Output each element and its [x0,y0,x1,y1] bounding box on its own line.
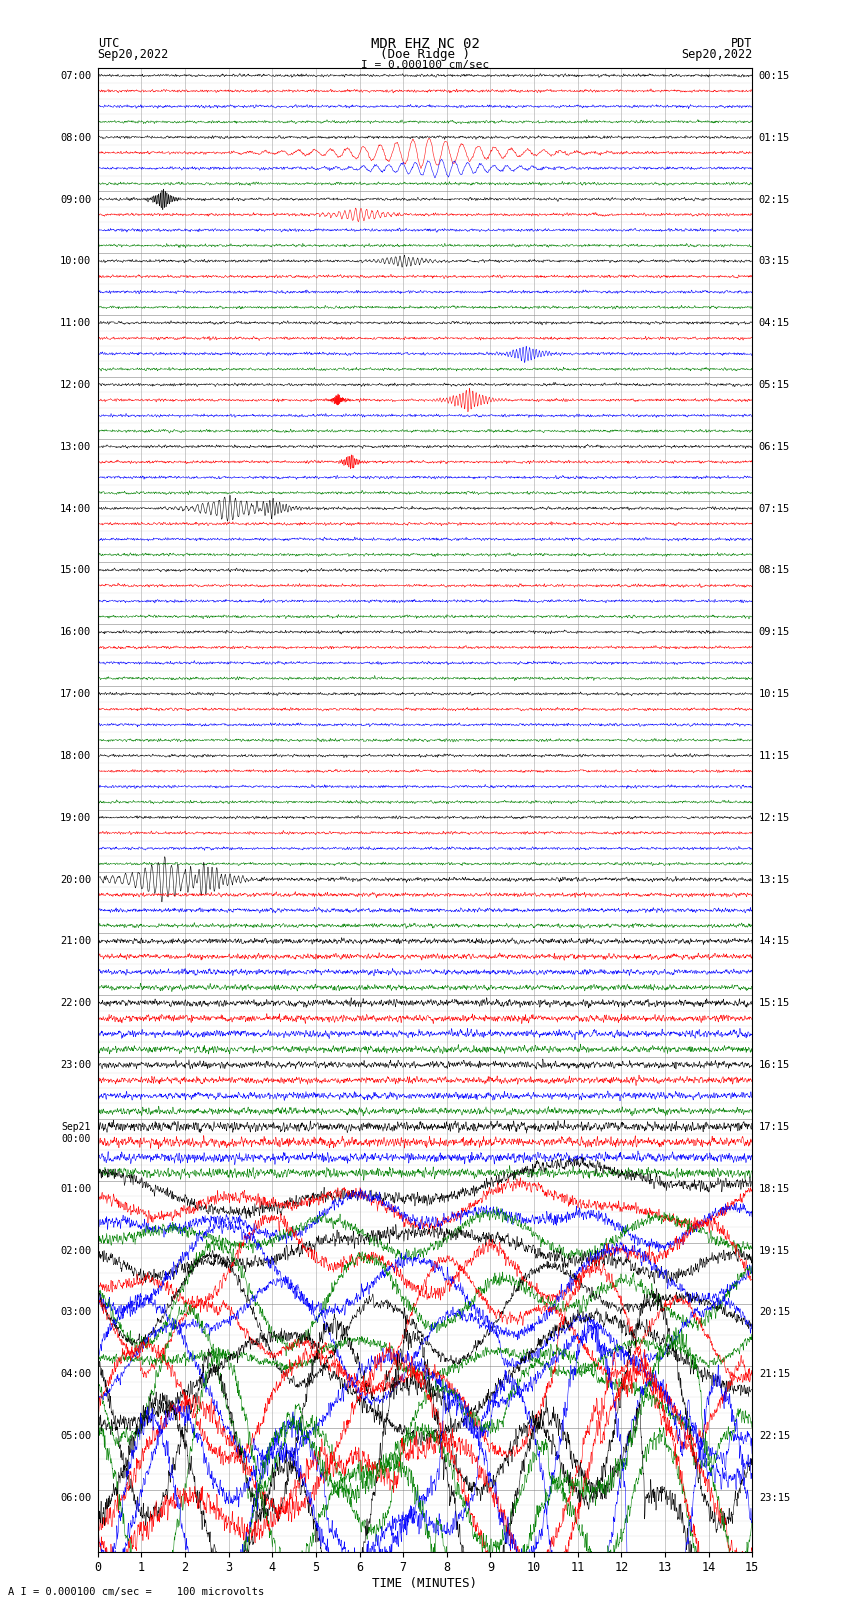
Text: 20:15: 20:15 [759,1308,790,1318]
Text: 10:15: 10:15 [759,689,790,698]
Text: Sep20,2022: Sep20,2022 [681,48,752,61]
Text: 13:00: 13:00 [60,442,91,452]
Text: I = 0.000100 cm/sec: I = 0.000100 cm/sec [361,60,489,69]
Text: MDR EHZ NC 02: MDR EHZ NC 02 [371,37,479,52]
Text: 14:15: 14:15 [759,937,790,947]
Text: Sep20,2022: Sep20,2022 [98,48,169,61]
Text: 09:00: 09:00 [60,195,91,205]
Text: 05:00: 05:00 [60,1431,91,1440]
Text: 19:15: 19:15 [759,1245,790,1255]
Text: 06:15: 06:15 [759,442,790,452]
Text: 17:15: 17:15 [759,1123,790,1132]
Text: 03:15: 03:15 [759,256,790,266]
Text: 15:15: 15:15 [759,998,790,1008]
Text: 07:15: 07:15 [759,503,790,513]
Text: 01:15: 01:15 [759,132,790,142]
Text: 05:15: 05:15 [759,381,790,390]
Text: UTC: UTC [98,37,119,50]
Text: 22:00: 22:00 [60,998,91,1008]
Text: 18:15: 18:15 [759,1184,790,1194]
Text: 10:00: 10:00 [60,256,91,266]
X-axis label: TIME (MINUTES): TIME (MINUTES) [372,1578,478,1590]
Text: (Doe Ridge ): (Doe Ridge ) [380,48,470,61]
Text: 01:00: 01:00 [60,1184,91,1194]
Text: 09:15: 09:15 [759,627,790,637]
Text: 07:00: 07:00 [60,71,91,81]
Text: 18:00: 18:00 [60,752,91,761]
Text: 15:00: 15:00 [60,566,91,576]
Text: 20:00: 20:00 [60,874,91,884]
Text: 14:00: 14:00 [60,503,91,513]
Text: 02:00: 02:00 [60,1245,91,1255]
Text: PDT: PDT [731,37,752,50]
Text: 00:15: 00:15 [759,71,790,81]
Text: 21:15: 21:15 [759,1369,790,1379]
Text: 17:00: 17:00 [60,689,91,698]
Text: 11:15: 11:15 [759,752,790,761]
Text: 16:15: 16:15 [759,1060,790,1069]
Text: 16:00: 16:00 [60,627,91,637]
Text: 11:00: 11:00 [60,318,91,327]
Text: Sep21
00:00: Sep21 00:00 [62,1123,91,1144]
Text: 03:00: 03:00 [60,1308,91,1318]
Text: 23:15: 23:15 [759,1494,790,1503]
Text: 08:15: 08:15 [759,566,790,576]
Text: 12:00: 12:00 [60,381,91,390]
Text: 22:15: 22:15 [759,1431,790,1440]
Text: 04:00: 04:00 [60,1369,91,1379]
Text: A I = 0.000100 cm/sec =    100 microvolts: A I = 0.000100 cm/sec = 100 microvolts [8,1587,264,1597]
Text: 12:15: 12:15 [759,813,790,823]
Text: 06:00: 06:00 [60,1494,91,1503]
Text: 23:00: 23:00 [60,1060,91,1069]
Text: 02:15: 02:15 [759,195,790,205]
Text: 08:00: 08:00 [60,132,91,142]
Text: 19:00: 19:00 [60,813,91,823]
Text: 04:15: 04:15 [759,318,790,327]
Text: 21:00: 21:00 [60,937,91,947]
Text: 13:15: 13:15 [759,874,790,884]
